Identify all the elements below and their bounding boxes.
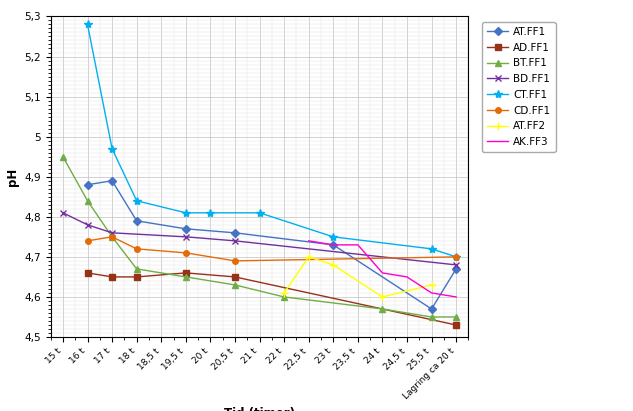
- BD.FF1: [182, 234, 190, 239]
- AT.FF1: [84, 182, 91, 187]
- AT.FF2: [305, 254, 313, 259]
- Line: BT.FF1: BT.FF1: [60, 153, 460, 321]
- CT.FF1: [256, 210, 263, 215]
- AD.FF1: [84, 270, 91, 275]
- CD.FF1: [108, 234, 116, 239]
- Line: BD.FF1: BD.FF1: [60, 209, 460, 268]
- X-axis label: Tid (timer): Tid (timer): [224, 407, 295, 411]
- CT.FF1: [108, 146, 116, 151]
- AT.FF2: [280, 291, 288, 296]
- CT.FF1: [206, 210, 214, 215]
- AT.FF1: [182, 226, 190, 231]
- CD.FF1: [182, 250, 190, 255]
- AT.FF1: [453, 266, 460, 271]
- AK.FF3: [379, 270, 386, 275]
- AD.FF1: [133, 275, 141, 279]
- BD.FF1: [231, 238, 239, 243]
- CD.FF1: [231, 259, 239, 263]
- CT.FF1: [329, 234, 337, 239]
- AK.FF3: [354, 242, 361, 247]
- AK.FF3: [305, 238, 313, 243]
- BT.FF1: [59, 154, 66, 159]
- AT.FF1: [428, 307, 436, 312]
- AD.FF1: [231, 275, 239, 279]
- CD.FF1: [453, 254, 460, 259]
- AK.FF3: [428, 291, 436, 296]
- AK.FF3: [329, 242, 337, 247]
- AT.FF1: [133, 218, 141, 223]
- AD.FF1: [182, 270, 190, 275]
- AK.FF3: [453, 294, 460, 299]
- AT.FF1: [231, 230, 239, 235]
- Y-axis label: pH: pH: [6, 168, 19, 186]
- AD.FF1: [453, 323, 460, 328]
- AT.FF2: [329, 263, 337, 268]
- Line: AT.FF2: AT.FF2: [280, 253, 436, 301]
- BT.FF1: [453, 314, 460, 319]
- BT.FF1: [379, 307, 386, 312]
- CD.FF1: [84, 238, 91, 243]
- BD.FF1: [59, 210, 66, 215]
- CD.FF1: [133, 247, 141, 252]
- Line: AT.FF1: AT.FF1: [85, 178, 459, 312]
- BT.FF1: [84, 198, 91, 203]
- BT.FF1: [428, 314, 436, 319]
- AT.FF1: [108, 178, 116, 183]
- BT.FF1: [231, 282, 239, 287]
- BD.FF1: [453, 263, 460, 268]
- BT.FF1: [182, 275, 190, 279]
- BT.FF1: [280, 294, 288, 299]
- CT.FF1: [453, 254, 460, 259]
- Line: AK.FF3: AK.FF3: [309, 241, 456, 297]
- CT.FF1: [133, 198, 141, 203]
- CT.FF1: [428, 247, 436, 252]
- BD.FF1: [84, 222, 91, 227]
- BD.FF1: [108, 230, 116, 235]
- CT.FF1: [84, 22, 91, 27]
- CT.FF1: [182, 210, 190, 215]
- BT.FF1: [133, 266, 141, 271]
- Legend: AT.FF1, AD.FF1, BT.FF1, BD.FF1, CT.FF1, CD.FF1, AT.FF2, AK.FF3: AT.FF1, AD.FF1, BT.FF1, BD.FF1, CT.FF1, …: [482, 22, 556, 152]
- BT.FF1: [108, 234, 116, 239]
- Line: AD.FF1: AD.FF1: [85, 270, 459, 328]
- Line: CT.FF1: CT.FF1: [84, 20, 460, 261]
- AT.FF2: [428, 282, 436, 287]
- AT.FF2: [379, 294, 386, 299]
- AK.FF3: [403, 275, 411, 279]
- Line: CD.FF1: CD.FF1: [85, 234, 459, 264]
- AD.FF1: [108, 275, 116, 279]
- AT.FF1: [329, 242, 337, 247]
